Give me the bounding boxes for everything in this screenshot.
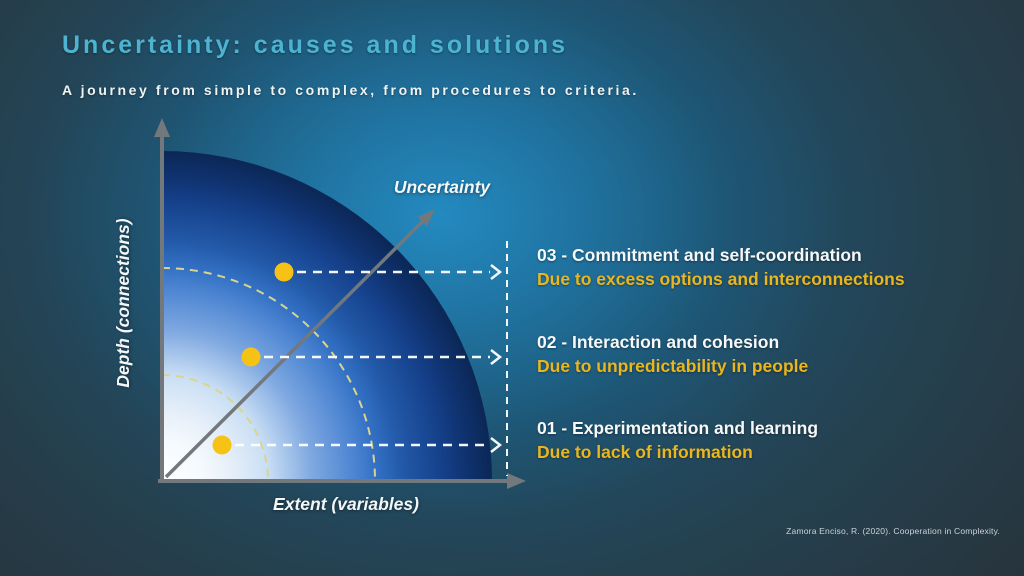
x-axis-label: Extent (variables)	[273, 494, 419, 514]
level-dot-02	[241, 347, 261, 367]
level-arrow-03	[297, 264, 503, 280]
level-arrow-02	[264, 349, 503, 365]
uncertainty-arrow-line	[164, 218, 426, 479]
level-item-01: 01 - Experimentation and learning Due to…	[537, 416, 997, 464]
citation: Zamora Enciso, R. (2020). Cooperation in…	[786, 526, 1000, 536]
level-title: 01 - Experimentation and learning	[537, 418, 819, 438]
y-axis-arrowhead	[154, 118, 170, 137]
level-cause: Due to unpredictability in people	[537, 356, 809, 376]
level-dot-01	[212, 435, 232, 455]
level-item-03: 03 - Commitment and self-coordination Du…	[537, 243, 997, 291]
page-subtitle: A journey from simple to complex, from p…	[62, 82, 639, 98]
level-item-02: 02 - Interaction and cohesion Due to unp…	[537, 330, 997, 378]
uncertainty-arrowhead	[417, 209, 435, 227]
level-cause: Due to excess options and interconnectio…	[537, 269, 905, 289]
x-axis-arrowhead	[507, 473, 526, 489]
dashed-arc-outer	[161, 267, 376, 482]
level-cause: Due to lack of information	[537, 442, 753, 462]
level-arrow-01	[235, 437, 503, 453]
page-title: Uncertainty: causes and solutions	[62, 31, 569, 59]
level-title: 03 - Commitment and self-coordination	[537, 245, 862, 265]
y-axis-label: Depth (connections)	[113, 218, 133, 388]
dashed-arc-inner	[161, 374, 269, 482]
level-dot-03	[274, 262, 294, 282]
level-title: 02 - Interaction and cohesion	[537, 332, 780, 352]
uncertainty-label: Uncertainty	[393, 177, 491, 197]
